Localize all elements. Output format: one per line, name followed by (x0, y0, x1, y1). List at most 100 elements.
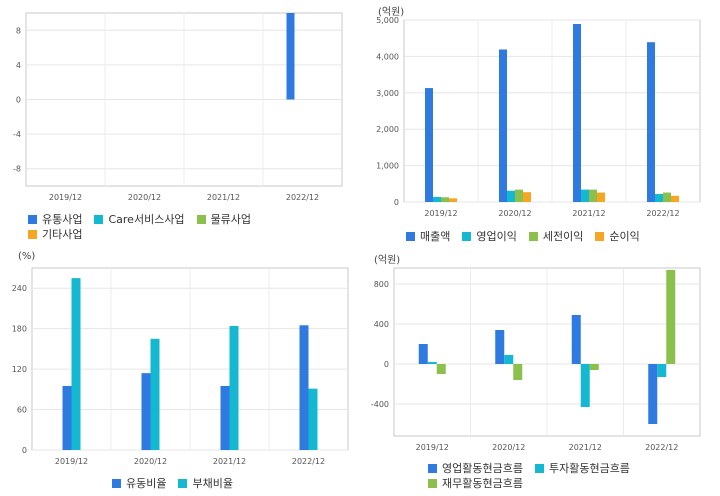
bar-매출액-2019-12 (425, 88, 433, 202)
bar-투자활동현금흐름-2019-12 (427, 362, 437, 364)
y-tick-label: 60 (17, 406, 27, 415)
bar-순이익-2019-12 (449, 198, 457, 202)
bar-유동비율-2020-12 (141, 373, 151, 450)
y-tick-label: 4 (16, 61, 21, 70)
legend-label: 순이익 (609, 230, 640, 243)
chart-revenue-unit: (억원) (378, 7, 405, 18)
chart-panel-cashflow: (억원) -400 0 400 800 2019/12 2020/12 2021/12 202… (360, 248, 720, 496)
y-tick-label: 8 (16, 26, 21, 35)
legend-label: 영업활동현금흐름 (442, 462, 523, 475)
chart-cashflow-unit: (억원) (374, 255, 401, 266)
chart-revenue-svg: 0 1,000 2,000 3,000 4,000 5,000 2019/12 2020/12… (376, 16, 701, 218)
legend-item: Care서비스사업 (94, 212, 185, 227)
legend-item: 매출액 (406, 229, 450, 244)
bar-영업이익-2021-12 (581, 189, 589, 202)
y-tick-label: 120 (12, 365, 27, 374)
bar-부채비율-2020-12 (150, 338, 160, 450)
legend-swatch (28, 215, 37, 224)
bar-순이익-2020-12 (523, 192, 531, 202)
x-tick-label: 2022/12 (646, 209, 679, 218)
legend-item: 투자활동현금흐름 (534, 461, 630, 476)
legend-swatch (94, 215, 104, 224)
y-tick-label: 800 (374, 280, 389, 289)
bar-투자활동현금흐름-2020-12 (504, 355, 514, 364)
y-tick-label: 0 (16, 96, 21, 105)
y-tick-label: -4 (13, 130, 21, 139)
legend-label: 유통사업 (42, 213, 83, 226)
bar-순이익-2022-12 (671, 195, 679, 202)
legend-swatch (406, 232, 415, 241)
legend-label: 기타사업 (42, 228, 83, 241)
bar-세전이익-2019-12 (441, 197, 449, 202)
legend-item: 재무활동현금흐름 (428, 476, 523, 491)
bar-매출액-2022-12 (647, 42, 655, 203)
legend-row: 유통사업 Care서비스사업 물류사업 (28, 212, 358, 227)
legend-row: 유동비율 부채비율 (112, 476, 352, 491)
chart-ratios-unit: (%) (18, 251, 36, 262)
legend-row: 기타사업 (28, 227, 358, 242)
legend-row: 매출액 영업이익 세전이익 순이익 (406, 229, 716, 244)
x-tick-label: 2019/12 (424, 209, 457, 218)
y-tick-label: -8 (13, 165, 21, 174)
legend-row: 영업활동현금흐름 투자활동현금흐름 (428, 461, 708, 476)
legend-label: 매출액 (420, 230, 451, 243)
legend-swatch (178, 479, 188, 488)
x-tick-label: 2022/12 (645, 443, 678, 452)
legend-item: 세전이익 (528, 229, 584, 244)
legend-label: 부채비율 (192, 477, 233, 490)
bar-세전이익-2021-12 (589, 189, 597, 202)
legend-label: 물류사업 (210, 213, 252, 226)
legend-swatch (534, 464, 544, 473)
chart-ratios-svg: 0 60 120 180 240 2019/12 2020/12 2021/12 2022/12 (12, 267, 349, 466)
legend-item: 물류사업 (196, 212, 252, 227)
legend-label: 영업이익 (476, 230, 517, 243)
bar-매출액-2020-12 (499, 49, 507, 202)
legend-item: 순이익 (595, 229, 640, 244)
legend-row: 재무활동현금흐름 (428, 476, 708, 491)
bar-영업이익-2022-12 (655, 193, 663, 202)
bar-유통사업-2022-12 (286, 13, 295, 100)
bar-재무활동현금흐름-2019-12 (436, 364, 446, 374)
x-tick-label: 2021/12 (213, 457, 246, 466)
legend-swatch (462, 232, 472, 241)
bar-투자활동현금흐름-2021-12 (580, 364, 590, 407)
legend-swatch (428, 464, 437, 473)
legend-item: 영업이익 (462, 229, 517, 244)
x-tick-label: 2022/12 (292, 457, 325, 466)
x-tick-label: 2021/12 (572, 209, 605, 218)
bar-영업활동현금흐름-2019-12 (418, 344, 428, 364)
bar-부채비율-2021-12 (229, 325, 239, 450)
bar-매출액-2021-12 (573, 24, 581, 203)
bar-재무활동현금흐름-2022-12 (666, 270, 676, 364)
legend-label: 세전이익 (542, 230, 584, 243)
legend-swatch (595, 232, 605, 241)
y-tick-label: 2,000 (376, 125, 399, 134)
y-tick-label: 0 (22, 446, 27, 455)
y-tick-label: -400 (371, 400, 389, 409)
bar-순이익-2021-12 (597, 192, 605, 202)
x-tick-label: 2021/12 (207, 193, 240, 202)
chart-cashflow-svg: -400 0 400 800 2019/12 2020/12 2021/12 2022/12 (371, 267, 701, 452)
bar-영업활동현금흐름-2022-12 (648, 364, 658, 424)
bar-투자활동현금흐름-2022-12 (657, 364, 667, 377)
y-tick-label: 4,000 (376, 52, 399, 61)
bar-세전이익-2022-12 (663, 192, 671, 202)
x-tick-label: 2020/12 (134, 457, 167, 466)
chart-ratios-legend: 유동비율 부채비율 (112, 476, 352, 491)
bar-영업이익-2020-12 (507, 190, 515, 202)
x-tick-label: 2022/12 (286, 193, 319, 202)
bar-영업활동현금흐름-2020-12 (495, 330, 505, 364)
y-tick-label: 0 (384, 360, 389, 369)
legend-item: 부채비율 (178, 476, 233, 491)
bar-유동비율-2019-12 (62, 385, 72, 450)
bar-세전이익-2020-12 (515, 189, 523, 202)
x-tick-label: 2019/12 (416, 443, 449, 452)
bar-부채비율-2022-12 (308, 388, 318, 450)
chart-segments-svg: 8 4 0 -4 -8 2019/12 2020/12 2021/12 2022/12 (13, 12, 343, 202)
legend-label: Care서비스사업 (108, 213, 185, 226)
bar-부채비율-2019-12 (71, 278, 81, 450)
y-tick-label: 1,000 (376, 162, 399, 171)
y-tick-label: 180 (12, 325, 27, 334)
legend-swatch (528, 232, 538, 241)
